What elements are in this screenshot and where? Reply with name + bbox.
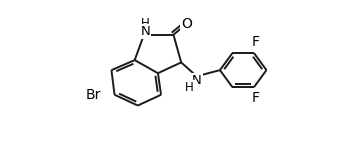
Text: F: F	[252, 35, 260, 49]
Text: F: F	[252, 91, 260, 105]
Text: N: N	[192, 74, 202, 87]
Text: H: H	[141, 17, 150, 30]
Text: O: O	[181, 17, 192, 31]
Text: N: N	[141, 25, 151, 38]
Text: H: H	[185, 81, 194, 94]
Text: Br: Br	[85, 88, 101, 102]
